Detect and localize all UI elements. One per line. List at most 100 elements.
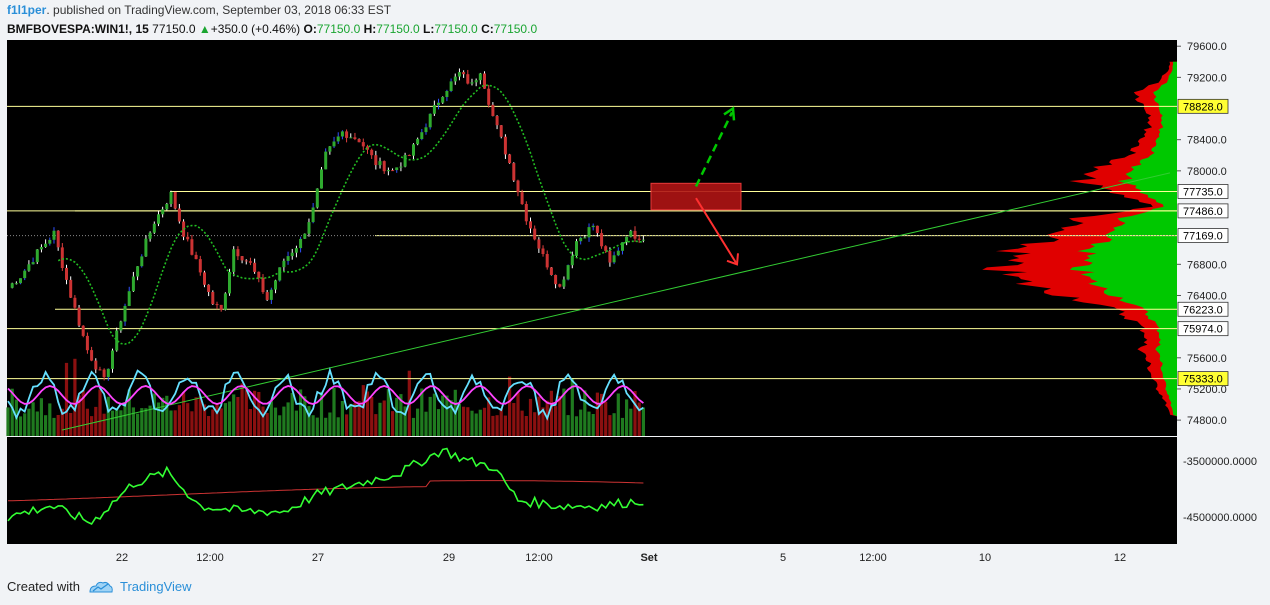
tradingview-brand-link[interactable]: TradingView [119, 579, 192, 594]
volume-bar [566, 415, 570, 436]
volume-bar [462, 406, 466, 436]
volume-bar [27, 408, 31, 436]
volume-bar [487, 397, 491, 436]
volume-bar [499, 408, 503, 436]
candle-body [349, 137, 353, 139]
oscillator-signal [7, 385, 644, 405]
volume-bar [466, 407, 470, 436]
candle-body [483, 73, 486, 89]
candle-body [537, 239, 541, 249]
main-pane[interactable] [7, 40, 1177, 436]
volume-bar [353, 403, 357, 436]
candle-body [69, 279, 73, 298]
volume-bar [633, 391, 637, 436]
time-axis[interactable]: 22 12:00 27 29 12:00 Set 5 12:00 10 12 [116, 552, 1126, 564]
candle-body [600, 233, 604, 247]
candle-body [470, 82, 474, 84]
candle-body [587, 227, 591, 238]
obv-pane[interactable] [7, 437, 1177, 544]
candle-body [453, 76, 457, 82]
volume-bar [223, 403, 227, 436]
resistance-zone[interactable] [650, 182, 742, 211]
candle-body [52, 230, 56, 240]
candle-body [77, 307, 81, 326]
volume-bar [600, 393, 604, 436]
volume-bar [583, 390, 587, 436]
volume-bar [365, 391, 370, 436]
candle-body [395, 167, 399, 171]
volume-bar [10, 388, 14, 436]
candle-body [23, 270, 27, 279]
projection-arrows[interactable] [694, 106, 739, 266]
price-marker-label: 77735.0 [1183, 186, 1223, 198]
volume-bar [23, 413, 27, 436]
candle-body [336, 136, 340, 142]
candle-body [223, 293, 227, 310]
candles [10, 68, 645, 381]
candle-body [616, 250, 620, 256]
time-tick-label: Set [640, 552, 657, 564]
candle-body [173, 191, 177, 209]
footer: Created with TradingView [7, 579, 192, 594]
price-markers: 78828.0 77735.0 77486.0 77169.0 76223.0 75974… [1177, 98, 1229, 386]
volume-bar [520, 410, 524, 436]
volume-bar [503, 415, 507, 436]
candle-body [35, 249, 39, 263]
volume-bar [131, 407, 135, 436]
horizontal-levels[interactable] [7, 105, 1177, 380]
candle-body [294, 248, 298, 253]
volume-bar [169, 410, 173, 436]
candle-body [416, 138, 420, 145]
volume-bar [315, 417, 319, 436]
candle-body [44, 243, 48, 247]
candle-body [424, 127, 428, 133]
volume-bar [399, 394, 403, 436]
candle-body [60, 247, 64, 268]
candle-body [558, 284, 562, 287]
volume-bar [616, 393, 620, 436]
volume-bar [482, 407, 487, 436]
candle-body [232, 249, 236, 272]
candle-body [462, 72, 466, 75]
trendline-group[interactable] [61, 172, 1171, 431]
candle-body [524, 204, 528, 222]
volume-bar [173, 410, 177, 436]
candle-body [81, 325, 85, 336]
volume-bar [478, 409, 482, 436]
candle-body [186, 236, 190, 240]
candle-body [412, 144, 415, 156]
candle-body [27, 264, 31, 271]
axis-tick-label: 75200.0 [1187, 384, 1227, 396]
publish-text: . published on TradingView.com, Septembe… [46, 3, 392, 17]
volume-bar [286, 402, 290, 436]
author-link[interactable]: f1l1per [7, 3, 47, 17]
volume-bar [328, 412, 332, 436]
volume-bar [115, 408, 119, 436]
volume-bar [290, 393, 294, 436]
axis-tick-label: 75600.0 [1187, 353, 1227, 365]
candle-body [228, 271, 231, 294]
candle-body [165, 204, 169, 210]
candle-body [219, 304, 223, 310]
symbol-name[interactable]: BMFBOVESPA:WIN1!, 15 [7, 22, 149, 36]
volume-bar [186, 403, 190, 436]
candle-body [491, 104, 495, 116]
volume-bar [177, 405, 181, 436]
candle-body [340, 131, 344, 137]
axis-tick-label: 78400.0 [1187, 135, 1227, 147]
close-label: C: [481, 22, 494, 36]
price-marker-label: 78828.0 [1183, 101, 1223, 113]
price-axis[interactable]: 79600.0 79200.0 78400.0 78000.0 76800.0 76400… [1177, 41, 1257, 524]
volume-bar [528, 398, 533, 436]
volume-bar [278, 415, 282, 436]
price-marker-box [1177, 98, 1229, 114]
volume-bar [386, 389, 390, 436]
candle-body [48, 239, 52, 244]
candle-body [111, 350, 114, 369]
price-marker-box [1177, 228, 1229, 243]
candle-body [211, 292, 215, 305]
volume-bar [411, 417, 416, 436]
candle-body [353, 137, 357, 139]
volume-bar [558, 396, 562, 436]
